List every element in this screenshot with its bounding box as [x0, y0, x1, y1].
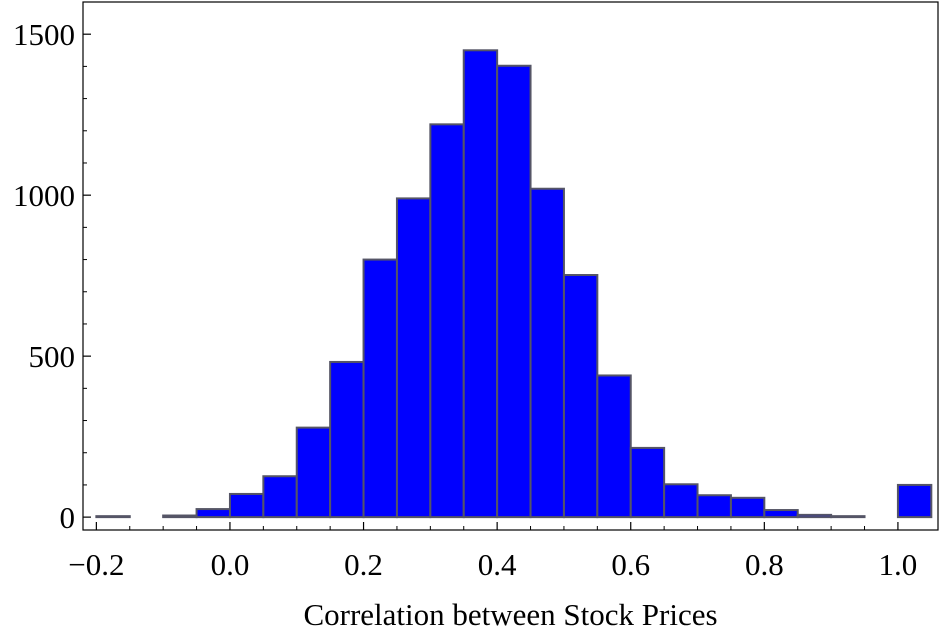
x-tick-label: 0.2 — [344, 547, 383, 582]
histogram-bar — [562, 274, 599, 519]
histogram-bar — [696, 494, 732, 519]
histogram-bar — [462, 49, 499, 519]
histogram-bar — [729, 496, 766, 519]
ticks-layer: −0.2 0.0 0.2 0.4 0.6 0.8 1.0 0 500 1000 1500 — [13, 17, 917, 582]
y-tick-label: 0 — [60, 500, 76, 535]
x-tick-label: 0.8 — [745, 547, 784, 582]
histogram-bar — [496, 64, 532, 519]
histogram-bar — [395, 197, 432, 519]
histogram-bar — [228, 492, 265, 519]
histogram-bar — [830, 515, 866, 519]
x-tick-label: 0.0 — [211, 547, 250, 582]
y-tick-label: 500 — [29, 339, 76, 374]
histogram-bar — [262, 475, 298, 519]
histogram-bar — [596, 374, 632, 519]
histogram-bar — [95, 515, 131, 519]
histogram-bar — [629, 446, 666, 519]
y-tick-label: 1500 — [13, 17, 75, 52]
histogram-bar — [295, 426, 332, 519]
x-tick-label: 0.6 — [611, 547, 650, 582]
x-tick-label: 0.4 — [478, 547, 517, 582]
histogram-bar — [529, 187, 565, 519]
histogram-bar — [663, 483, 699, 519]
histogram-bar — [796, 513, 833, 519]
bars-layer — [95, 49, 933, 519]
histogram-bar — [329, 360, 365, 519]
histogram-bar — [763, 509, 799, 519]
x-tick-label: 1.0 — [879, 547, 918, 582]
histogram-bar — [429, 123, 465, 519]
histogram-bar — [162, 514, 198, 519]
y-tick-label: 1000 — [13, 178, 75, 213]
x-axis-title: Correlation between Stock Prices — [303, 597, 717, 632]
histogram-bar — [195, 508, 231, 519]
x-tick-label: −0.2 — [68, 547, 124, 582]
plot-frame — [82, 1, 939, 531]
histogram-bar — [896, 483, 933, 519]
histogram-bar — [362, 258, 398, 519]
